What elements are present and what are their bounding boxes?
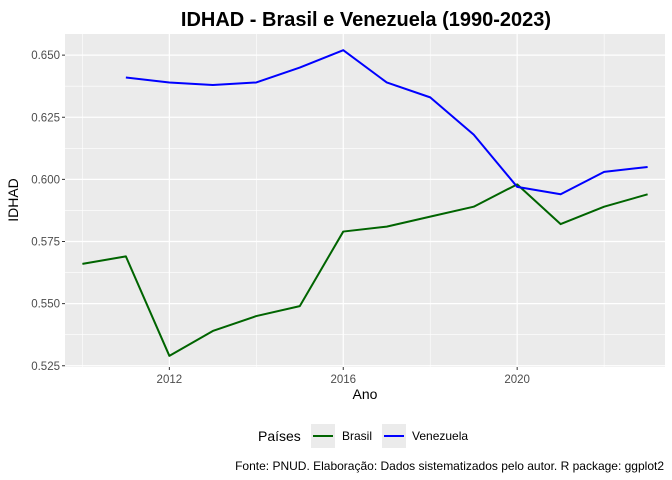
y-tick-label: 0.650 bbox=[31, 50, 60, 62]
series-lines bbox=[82, 49, 648, 357]
plot-panel bbox=[65, 34, 665, 367]
x-tick-label: 2020 bbox=[504, 374, 530, 386]
y-axis-ticks: 0.525 0.550 0.575 0.600 0.625 0.650 bbox=[31, 50, 65, 373]
legend-label-venezuela: Venezuela bbox=[412, 429, 468, 443]
y-tick-label: 0.600 bbox=[31, 174, 60, 186]
legend-item-brasil: Brasil bbox=[311, 424, 372, 448]
series-line-brasil bbox=[82, 183, 648, 357]
x-axis-ticks: 2012 2016 2020 bbox=[157, 367, 530, 386]
legend-item-venezuela: Venezuela bbox=[382, 424, 468, 448]
chart-title: IDHAD - Brasil e Venezuela (1990-2023) bbox=[181, 9, 551, 31]
legend: Países Brasil Venezuela bbox=[258, 424, 468, 448]
legend-label-brasil: Brasil bbox=[342, 429, 372, 443]
x-tick-label: 2012 bbox=[157, 374, 183, 386]
x-tick-label: 2016 bbox=[330, 374, 356, 386]
minor-gridlines bbox=[65, 34, 665, 367]
major-gridlines bbox=[65, 34, 665, 367]
y-tick-label: 0.550 bbox=[31, 299, 60, 311]
x-axis-title: Ano bbox=[353, 386, 378, 402]
y-tick-label: 0.525 bbox=[31, 361, 60, 373]
series-line-venezuela bbox=[125, 49, 648, 196]
legend-title: Países bbox=[258, 428, 301, 444]
y-tick-label: 0.625 bbox=[31, 112, 60, 124]
chart-caption: Fonte: PNUD. Elaboração: Dados sistemati… bbox=[235, 459, 664, 473]
y-tick-label: 0.575 bbox=[31, 237, 60, 249]
y-axis-title: IDHAD bbox=[5, 178, 21, 222]
